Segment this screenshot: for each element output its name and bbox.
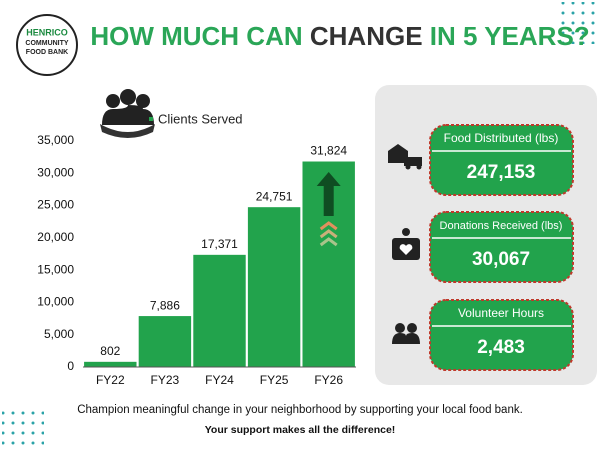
title-part: CHANGE [310, 21, 423, 51]
x-tick-label: FY24 [205, 373, 234, 387]
volunteer-body [392, 333, 420, 344]
y-tick-label: 15,000 [37, 262, 74, 276]
value-label: 7,886 [150, 298, 180, 312]
decor-dots [555, 2, 597, 44]
coin [402, 228, 410, 236]
bar [138, 316, 192, 367]
truck-icon [404, 157, 422, 166]
growth-arrow [316, 172, 341, 216]
x-tick-label: FY25 [260, 373, 289, 387]
logo-text: FOOD BANK [26, 49, 68, 56]
wheel [416, 164, 422, 170]
decor-dots [2, 405, 44, 447]
chevron [319, 237, 338, 247]
x-tick-label: FY23 [151, 373, 180, 387]
stat-value: 2,483 [477, 337, 525, 358]
stat-card [429, 124, 574, 196]
y-tick-label: 30,000 [37, 165, 74, 179]
page-title: HOW MUCH CAN CHANGE IN 5 YEARS? [90, 21, 589, 51]
bar [193, 254, 246, 367]
x-tick-label: FY26 [314, 373, 343, 387]
y-tick-label: 35,000 [37, 133, 74, 147]
x-tick-label: FY22 [96, 373, 125, 387]
heart [399, 244, 413, 255]
value-label: 31,824 [310, 144, 347, 158]
y-tick-label: 10,000 [37, 295, 74, 309]
stat-label: Volunteer Hours [458, 306, 544, 320]
footer-text: Champion meaningful change in your neigh… [77, 404, 523, 416]
footer-text: Your support makes all the difference! [205, 424, 396, 436]
logo-text: HENRICO [26, 27, 68, 37]
y-tick-label: 25,000 [37, 198, 74, 212]
warehouse-icon [388, 144, 408, 163]
y-tick-label: 5,000 [44, 327, 74, 341]
chart-title: Clients Served [158, 111, 243, 126]
stat-card [429, 211, 574, 283]
value-label: 24,751 [256, 189, 293, 203]
stat-label: Donations Received (lbs) [440, 220, 563, 232]
stats: Food Distributed (lbs) 247,153 Donations R… [388, 124, 574, 371]
stat-card [429, 299, 574, 371]
bar [84, 361, 137, 367]
chevron [319, 229, 338, 239]
volunteer-head [407, 323, 417, 333]
volunteer-head [395, 323, 405, 333]
value-label: 802 [100, 344, 120, 358]
bar [247, 207, 301, 367]
stat-value: 247,153 [467, 162, 536, 183]
logo: HENRICO COMMUNITY FOOD BANK [16, 14, 78, 76]
value-label: 17,371 [201, 237, 238, 251]
y-tick-label: 0 [67, 359, 74, 373]
logo-text: COMMUNITY [25, 40, 68, 47]
stat-value: 30,067 [472, 249, 530, 270]
chevron [319, 221, 338, 231]
bar-chart: 0 5,000 10,000 15,000 20,000 25,000 30,000 35,0… [37, 133, 356, 387]
stat-label: Food Distributed (lbs) [444, 131, 559, 145]
clients-icon [100, 89, 155, 138]
wheel [405, 164, 411, 170]
y-tick-label: 20,000 [37, 230, 74, 244]
title-part: HOW MUCH CAN [90, 21, 302, 51]
title-part: IN 5 YEARS? [430, 21, 590, 51]
